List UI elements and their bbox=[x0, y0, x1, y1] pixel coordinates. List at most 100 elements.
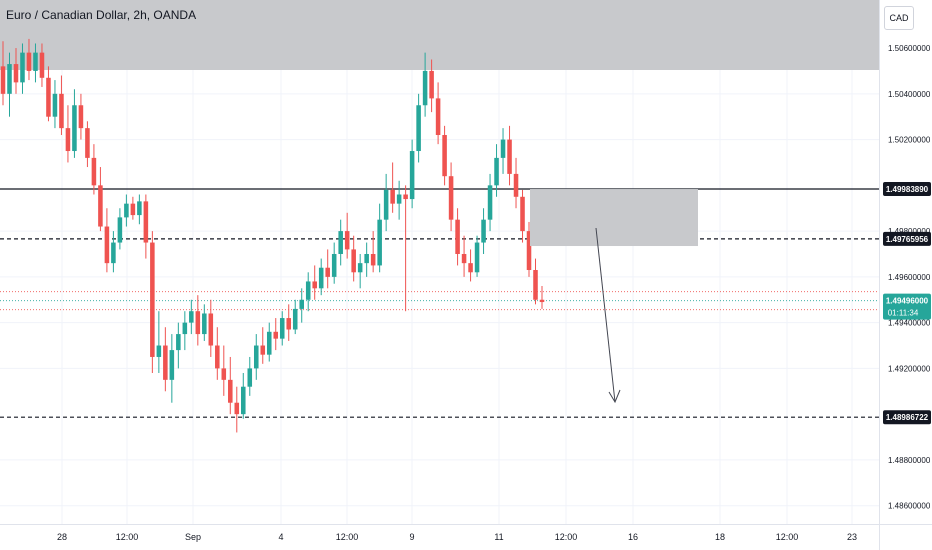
candle bbox=[305, 272, 311, 312]
price-tick-label: 1.48800000 bbox=[888, 456, 931, 465]
candle bbox=[474, 235, 480, 277]
candle-body bbox=[487, 185, 493, 220]
candle bbox=[357, 253, 363, 289]
candle-body bbox=[13, 64, 19, 83]
candle bbox=[260, 327, 266, 364]
candle-body bbox=[266, 331, 272, 355]
time-axis[interactable]: 28 12:00 Sep 4 12:00 9 11 12:00 16 18 12:00 23 bbox=[57, 532, 857, 542]
candle-body bbox=[526, 231, 532, 271]
candle bbox=[104, 208, 110, 273]
candle-body bbox=[52, 93, 58, 117]
candle bbox=[409, 139, 415, 209]
candle bbox=[253, 334, 259, 380]
candle bbox=[403, 185, 408, 312]
candle bbox=[13, 48, 19, 94]
candle bbox=[448, 162, 454, 232]
candle-body bbox=[474, 242, 480, 273]
candle bbox=[91, 144, 97, 195]
candle-body bbox=[299, 299, 304, 309]
candle-body bbox=[435, 98, 441, 136]
candle-body bbox=[396, 194, 402, 204]
candle-body bbox=[305, 281, 311, 300]
candle bbox=[318, 258, 324, 296]
supply-zone-box[interactable] bbox=[530, 189, 698, 247]
candle bbox=[468, 249, 473, 282]
time-tick-label: 12:00 bbox=[776, 532, 799, 542]
candle-body bbox=[513, 173, 519, 197]
candle bbox=[124, 194, 129, 227]
candle-body bbox=[481, 219, 486, 243]
candle-body bbox=[20, 52, 25, 83]
candle bbox=[494, 144, 499, 197]
candle-body bbox=[377, 219, 382, 266]
candle bbox=[312, 265, 317, 300]
candle-body bbox=[189, 311, 194, 323]
time-tick-label: 9 bbox=[409, 532, 414, 542]
candle bbox=[520, 189, 525, 243]
candle bbox=[286, 304, 292, 341]
candle-body bbox=[357, 263, 363, 273]
countdown-label: 01:11:34 bbox=[888, 309, 919, 318]
time-tick-label: 23 bbox=[847, 532, 857, 542]
candle bbox=[202, 304, 207, 341]
candle bbox=[422, 52, 428, 117]
candle bbox=[273, 318, 279, 351]
candle-body bbox=[247, 368, 253, 387]
candle bbox=[59, 75, 64, 136]
candle bbox=[221, 345, 227, 396]
candle-body bbox=[241, 386, 246, 415]
candle bbox=[0, 41, 6, 106]
projection-arrow[interactable] bbox=[595, 227, 621, 404]
candle bbox=[461, 235, 467, 277]
candle-body bbox=[500, 139, 506, 158]
candle-body bbox=[85, 128, 90, 158]
candle bbox=[539, 286, 545, 309]
candle-body bbox=[169, 350, 175, 380]
candle-body bbox=[461, 253, 467, 264]
candle bbox=[169, 334, 175, 403]
candle bbox=[247, 356, 253, 396]
candle bbox=[325, 249, 330, 289]
chart-grid bbox=[0, 0, 879, 524]
price-axis[interactable]: 1.50600000 1.50400000 1.50200000 1.49800000… bbox=[888, 44, 931, 511]
candle-body bbox=[507, 139, 512, 174]
candle bbox=[189, 299, 194, 335]
candle-body bbox=[130, 203, 136, 216]
candle bbox=[383, 173, 389, 232]
candlestick-series bbox=[0, 38, 545, 433]
candle-body bbox=[422, 70, 428, 106]
candle-body bbox=[7, 64, 12, 94]
candle bbox=[228, 356, 233, 415]
candle bbox=[195, 295, 201, 346]
candle-body bbox=[312, 281, 317, 289]
candle bbox=[533, 258, 538, 305]
candle bbox=[98, 167, 103, 232]
candle bbox=[500, 128, 506, 174]
arrow-shaft bbox=[595, 227, 616, 403]
candle-body bbox=[429, 70, 434, 99]
candle bbox=[266, 322, 272, 362]
candle-body bbox=[344, 231, 350, 250]
candle bbox=[163, 327, 168, 392]
candle bbox=[487, 173, 493, 232]
candle-body bbox=[286, 318, 292, 330]
last-price-label-bg bbox=[883, 293, 931, 320]
candle bbox=[72, 89, 77, 158]
time-tick-label: 16 bbox=[628, 532, 638, 542]
candle-body bbox=[202, 313, 207, 335]
candle bbox=[176, 322, 181, 369]
candle bbox=[442, 125, 447, 186]
candle-body bbox=[494, 157, 499, 186]
candle-body bbox=[163, 345, 168, 380]
candle bbox=[435, 82, 441, 145]
currency-button[interactable]: CAD bbox=[884, 6, 914, 30]
candle bbox=[526, 221, 532, 277]
candle-body bbox=[156, 345, 162, 357]
time-tick-label: 18 bbox=[715, 532, 725, 542]
candle bbox=[481, 208, 486, 254]
candle-body bbox=[351, 249, 356, 273]
candle bbox=[215, 327, 220, 380]
candle-body bbox=[0, 66, 6, 94]
candle bbox=[299, 288, 304, 323]
